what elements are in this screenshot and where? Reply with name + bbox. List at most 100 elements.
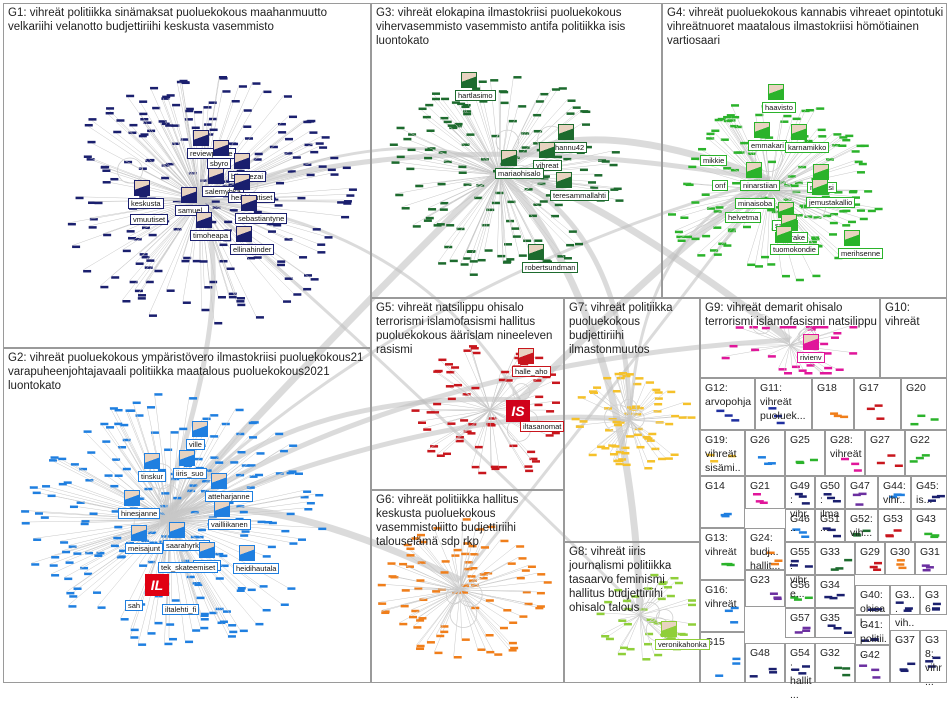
group-box-g54: G54: hallit... [785,643,815,683]
avatar [234,174,250,190]
node-label[interactable]: onf [712,180,728,191]
avatar [181,187,197,203]
group-label: G31 [920,545,944,559]
node-label[interactable]: hinesjanne [118,508,160,519]
node-label[interactable]: halle_aho [512,366,551,377]
group-box-g51: G51 [815,509,845,542]
node-label[interactable]: sah [125,600,143,611]
group-box-g22: G22 [905,430,947,476]
node-label[interactable]: teresammallahti [550,190,609,201]
node-label[interactable]: rivienv [797,352,825,363]
group-label: G18 [817,381,851,395]
node-label[interactable]: haavisto [762,102,796,113]
node-label[interactable]: hannu42 [552,142,587,153]
avatar [211,473,227,489]
group-label: G52: vih... [850,512,875,540]
group-label: G35 [820,611,852,625]
avatar [558,124,574,140]
group-box-g57: G57 [785,608,815,638]
group-box-g7: G7: vihreät politiikka puoluekokous budj… [564,298,700,542]
group-label: G34 [820,578,852,592]
group-box-g38: G38: vihr... [920,630,947,683]
node-label[interactable]: ville [186,439,205,450]
group-box-g11: G11: vihreät puoluek... [755,378,812,430]
node-label[interactable]: hartlasimo [455,90,496,101]
node-label[interactable]: karnamikko [785,142,829,153]
group-label: G17 [859,381,898,395]
node-label[interactable]: timoheapa [190,230,231,241]
node-label[interactable]: iltalehti_fi [162,604,199,615]
node-label[interactable]: robertsundman [522,262,578,273]
node-label[interactable]: tinskur [138,471,166,482]
group-box-g9: G9: vihreät demarit ohisalo terrorismi i… [700,298,880,378]
avatar [192,421,208,437]
group-box-g50: G50: ilma... [815,476,845,509]
node-label[interactable]: helvetma [725,212,761,223]
node-label[interactable]: keskusta [128,198,164,209]
group-label: G45: is... [916,479,944,507]
group-label: G15 [705,635,742,649]
group-label: G22 [910,433,944,447]
group-box-g53: G53 [878,509,911,542]
avatar [241,195,257,211]
node-label[interactable]: emmakari [748,140,787,151]
group-box-g43: G43 [911,509,947,542]
node-label[interactable]: mariaohisalo [495,168,544,179]
group-box-g16: G16: vihreät [700,580,745,632]
node-label[interactable]: vailliikanen [208,519,251,530]
group-box-g48: G48 [745,643,785,683]
group-label: G11: vihreät puoluek... [760,381,809,423]
group-label: G9: vihreät demarit ohisalo terrorismi i… [705,301,877,329]
node-label[interactable]: veronikahonka [655,639,710,650]
group-label: G54: hallit... [790,646,812,702]
avatar [124,490,140,506]
node-label[interactable]: sebastiantyne [235,213,287,224]
group-box-g41: G41: politii... [855,615,890,645]
avatar [144,453,160,469]
avatar [239,545,255,561]
group-box-g35: G35 [815,608,855,638]
avatar [501,150,517,166]
group-label: G20 [906,381,944,395]
avatar [539,142,555,158]
avatar [461,72,477,88]
group-box-g39: G3... vih... [890,585,920,615]
node-label[interactable]: ellinahinder [230,244,274,255]
avatar [234,153,250,169]
node-label[interactable]: minaisoba [735,198,775,209]
group-box-g32: G32 [815,643,855,683]
group-label: G53 [883,512,908,526]
node-label[interactable]: heidihautala [233,563,279,574]
group-box-g46: G46 [785,509,815,542]
group-label: G46 [790,512,812,526]
group-label: G1: vihreät politiikka sinämaksat puolue… [8,6,368,34]
group-label: G43 [916,512,944,526]
group-box-g27: G27 [865,430,905,476]
group-box-g29: G29 [855,542,885,575]
avatar [813,164,829,180]
iltalehti-logo: IL [145,574,169,596]
group-box-g20: G20 [901,378,947,430]
group-box-g18: G18 [812,378,854,430]
node-label[interactable]: vmuutiset [130,214,168,225]
node-label[interactable]: merihsenne [838,248,883,259]
group-label: G48 [750,646,782,660]
node-label[interactable]: iiris_suo [173,468,207,479]
avatar [131,525,147,541]
node-label[interactable]: mikkie [700,155,727,166]
group-box-g5: G5: vihreät natsilippu ohisalo terrorism… [371,298,564,490]
node-label[interactable]: jemustakallio [806,197,855,208]
group-box-g55: G55: vihre... [785,542,815,575]
group-label: G6: vihreät politiikka hallitus keskusta… [376,493,561,549]
node-label[interactable]: iltasanomat [520,421,564,432]
group-box-g13: G13: vihreät [700,528,745,580]
node-label[interactable]: tek_skateemiset [158,562,218,573]
group-label: G38: vihr... [925,633,944,689]
node-label[interactable]: meisajunt [125,543,163,554]
node-label[interactable]: tuomokondie [770,244,819,255]
avatar [661,621,677,637]
node-label[interactable]: ninarstiian [740,180,780,191]
group-label: G56 [790,578,812,592]
avatar [179,450,195,466]
group-label: G14 [705,479,742,493]
